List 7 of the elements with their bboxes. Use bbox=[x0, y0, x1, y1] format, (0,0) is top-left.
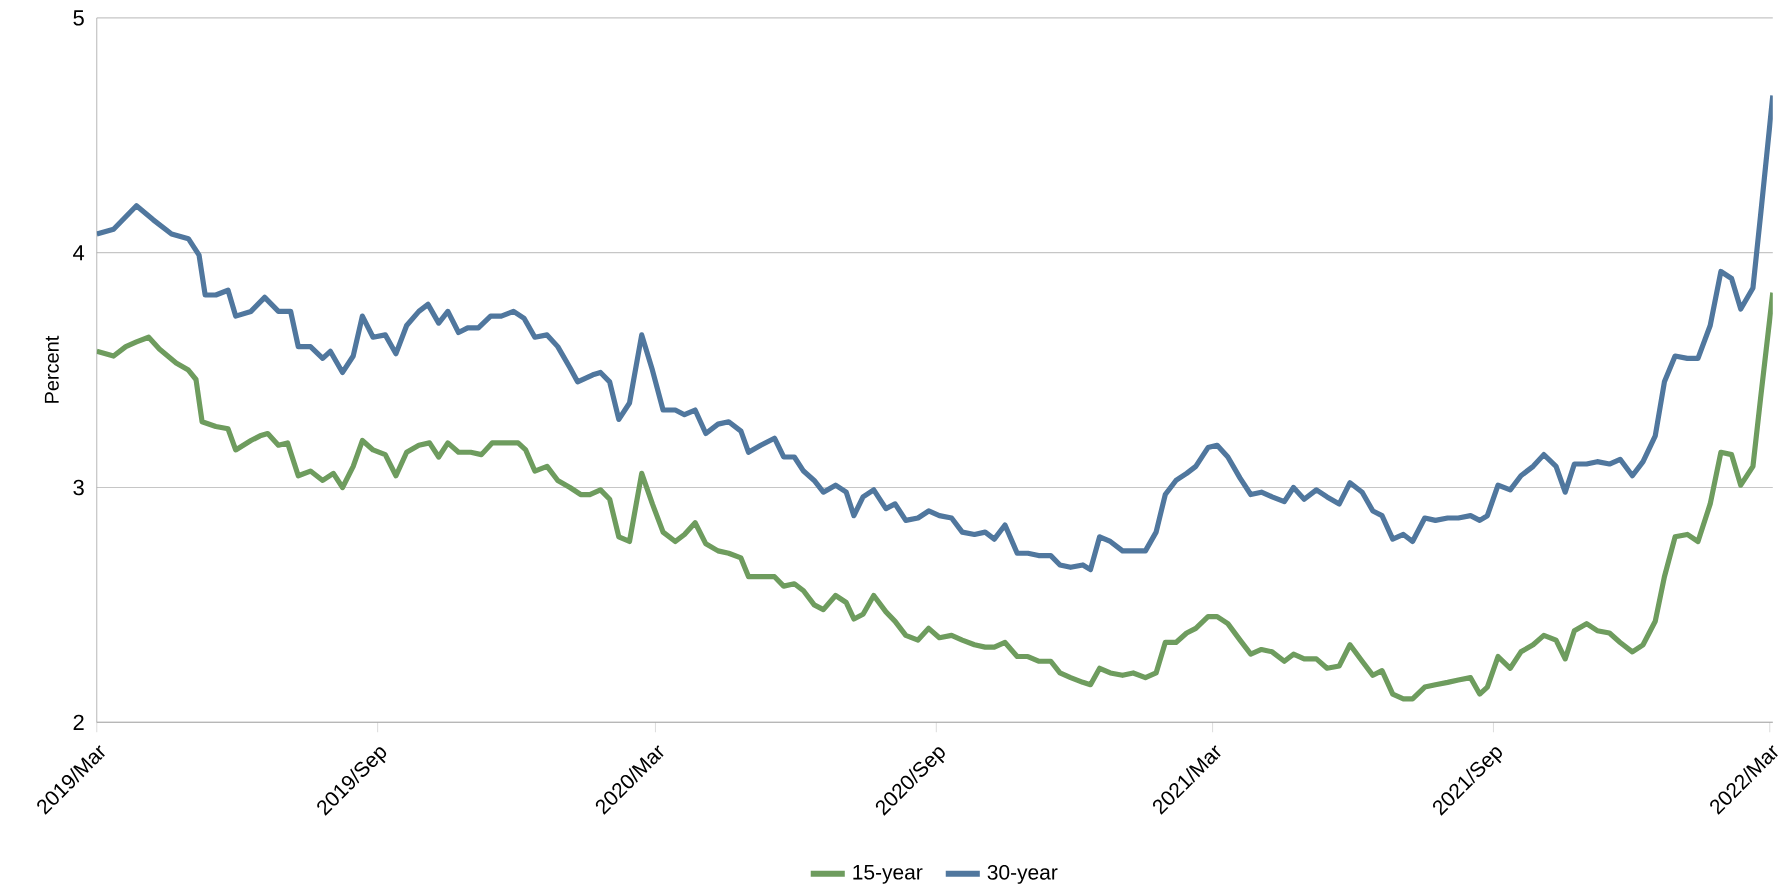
y-tick-label: 3 bbox=[73, 479, 84, 496]
y-tick-label: 4 bbox=[73, 244, 85, 261]
y-tick-label: 2 bbox=[73, 714, 84, 730]
y-tick-label: 5 bbox=[73, 10, 84, 26]
legend-label: 15-year bbox=[853, 864, 923, 884]
y-axis-title: Percent bbox=[44, 335, 59, 403]
legend-label: 30-year bbox=[987, 864, 1058, 884]
